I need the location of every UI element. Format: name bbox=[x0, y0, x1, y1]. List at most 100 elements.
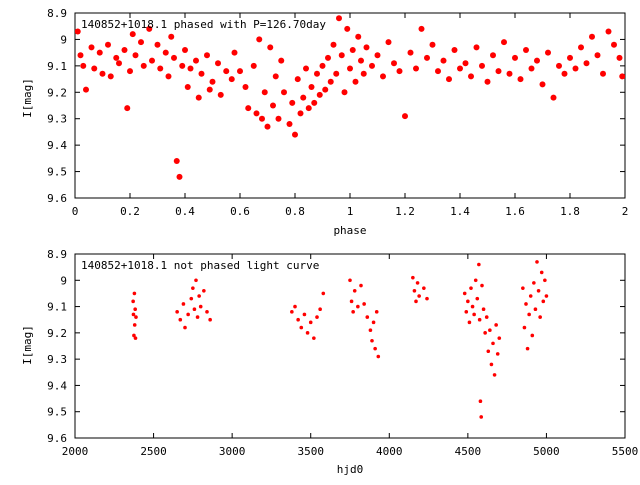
data-points bbox=[131, 260, 549, 419]
data-point bbox=[457, 65, 463, 72]
data-point bbox=[512, 54, 518, 61]
x-tick-label: 1.8 bbox=[560, 205, 580, 218]
data-point bbox=[261, 89, 268, 96]
data-point bbox=[351, 310, 355, 314]
data-point bbox=[411, 275, 415, 280]
data-point bbox=[539, 81, 546, 88]
data-point bbox=[545, 49, 551, 56]
data-point bbox=[134, 315, 138, 319]
data-point bbox=[231, 49, 238, 56]
data-point bbox=[429, 41, 436, 48]
data-point bbox=[462, 291, 467, 296]
data-point bbox=[80, 62, 87, 69]
data-point bbox=[253, 110, 260, 117]
data-point bbox=[270, 102, 276, 109]
data-point bbox=[413, 65, 419, 72]
y-tick-label: 9.5 bbox=[47, 406, 67, 419]
data-point bbox=[371, 320, 376, 325]
chart-title: 140852+1018.1 phased with P=126.70day bbox=[81, 18, 326, 31]
data-point bbox=[206, 86, 213, 93]
data-point bbox=[300, 94, 307, 101]
data-point bbox=[132, 52, 139, 59]
data-point bbox=[186, 312, 190, 317]
data-point bbox=[528, 294, 533, 298]
data-point bbox=[83, 86, 89, 93]
data-point bbox=[256, 36, 263, 43]
data-point bbox=[352, 78, 359, 85]
data-point bbox=[486, 349, 491, 354]
data-point bbox=[237, 68, 243, 75]
data-point bbox=[275, 115, 282, 122]
data-point bbox=[305, 331, 310, 335]
x-tick-label: 2000 bbox=[62, 445, 89, 458]
data-point bbox=[525, 346, 530, 351]
data-point bbox=[154, 41, 161, 48]
data-point bbox=[578, 44, 584, 51]
data-point bbox=[308, 320, 313, 325]
data-point bbox=[205, 310, 209, 314]
data-point bbox=[319, 62, 326, 69]
data-point bbox=[250, 62, 257, 69]
x-tick-label: 5500 bbox=[612, 445, 639, 458]
data-point bbox=[492, 373, 497, 377]
x-tick-label: 0 bbox=[72, 205, 79, 218]
data-point bbox=[347, 65, 353, 72]
data-point bbox=[517, 76, 524, 83]
data-point bbox=[96, 49, 103, 56]
plot-frame bbox=[74, 253, 626, 439]
data-point bbox=[488, 328, 492, 333]
data-point bbox=[522, 325, 527, 330]
data-point bbox=[305, 105, 312, 112]
data-point bbox=[360, 70, 367, 77]
data-point bbox=[374, 310, 379, 314]
data-point bbox=[228, 76, 235, 83]
y-tick-label: 9 bbox=[60, 274, 67, 287]
data-point bbox=[483, 331, 487, 335]
data-point bbox=[140, 62, 147, 69]
data-point bbox=[184, 84, 191, 90]
phased-light-curve-chart: 0 0.2 0.4 0.6 0.8 1 1.2 1.4 1.6 1.8 2 8.9 9 9.1 9.2 9.3… bbox=[21, 7, 628, 237]
y-tick-label: 9.1 bbox=[47, 60, 67, 73]
data-point bbox=[178, 317, 183, 322]
data-point bbox=[272, 73, 279, 80]
data-point bbox=[202, 289, 206, 293]
data-point bbox=[181, 302, 186, 306]
data-point bbox=[173, 158, 180, 164]
data-point bbox=[149, 57, 155, 64]
data-point bbox=[107, 73, 114, 80]
data-point bbox=[198, 70, 205, 77]
x-tick-label: 1.4 bbox=[450, 205, 470, 218]
data-point bbox=[362, 302, 366, 306]
data-point bbox=[175, 310, 179, 314]
data-point bbox=[176, 173, 183, 180]
y-tick-label: 9.6 bbox=[47, 432, 67, 445]
data-points bbox=[75, 15, 625, 180]
data-point bbox=[330, 41, 337, 48]
data-point bbox=[327, 78, 334, 85]
data-point bbox=[292, 131, 298, 138]
data-point bbox=[600, 70, 606, 77]
y-tick-label: 8.9 bbox=[47, 248, 67, 261]
data-point bbox=[348, 278, 352, 283]
x-tick-label: 0.2 bbox=[120, 205, 140, 218]
y-tick-label: 9.2 bbox=[47, 327, 67, 340]
data-point bbox=[490, 52, 496, 59]
y-tick-label: 8.9 bbox=[47, 7, 67, 20]
data-point bbox=[524, 302, 528, 306]
y-tick-label: 9.3 bbox=[47, 113, 67, 126]
x-tick-label: 0.6 bbox=[230, 205, 250, 218]
data-point bbox=[189, 296, 194, 301]
data-point bbox=[315, 315, 319, 319]
data-point bbox=[215, 60, 221, 67]
data-point bbox=[217, 91, 224, 98]
data-point bbox=[385, 39, 392, 46]
x-tick-label: 4000 bbox=[376, 445, 403, 458]
x-tick-label: 0.4 bbox=[175, 205, 195, 218]
data-point bbox=[121, 47, 128, 53]
data-point bbox=[146, 25, 153, 32]
data-point bbox=[341, 89, 348, 96]
data-point bbox=[556, 62, 562, 69]
data-point bbox=[489, 362, 494, 367]
data-point bbox=[494, 323, 498, 327]
